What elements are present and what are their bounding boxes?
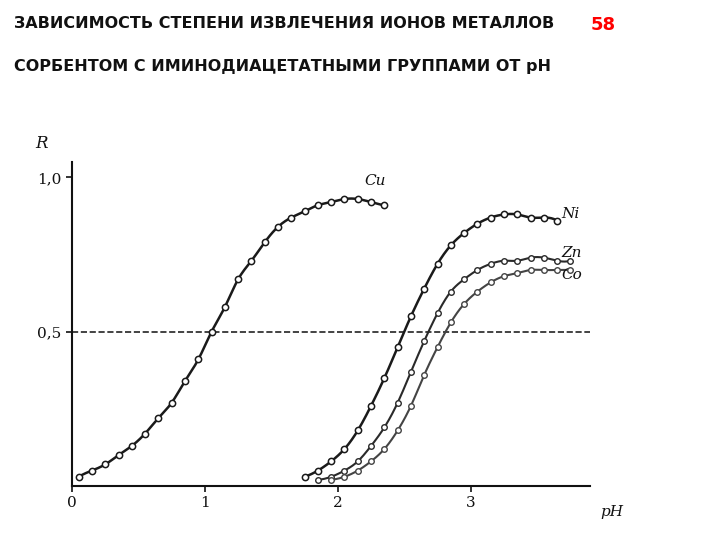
Text: Ni: Ni bbox=[561, 207, 580, 221]
Text: Cu: Cu bbox=[364, 174, 386, 188]
Text: СОРБЕНТОМ С ИМИНОДИАЦЕТАТНЫМИ ГРУППАМИ ОТ рН: СОРБЕНТОМ С ИМИНОДИАЦЕТАТНЫМИ ГРУППАМИ О… bbox=[14, 59, 552, 75]
Text: ЗАВИСИМОСТЬ СТЕПЕНИ ИЗВЛЕЧЕНИЯ ИОНОВ МЕТАЛЛОВ: ЗАВИСИМОСТЬ СТЕПЕНИ ИЗВЛЕЧЕНИЯ ИОНОВ МЕТ… bbox=[14, 16, 554, 31]
Text: 58: 58 bbox=[590, 16, 616, 34]
Text: Zn: Zn bbox=[561, 246, 582, 260]
Text: R: R bbox=[36, 136, 48, 152]
Text: pH: pH bbox=[600, 505, 624, 519]
Text: Co: Co bbox=[561, 268, 582, 282]
